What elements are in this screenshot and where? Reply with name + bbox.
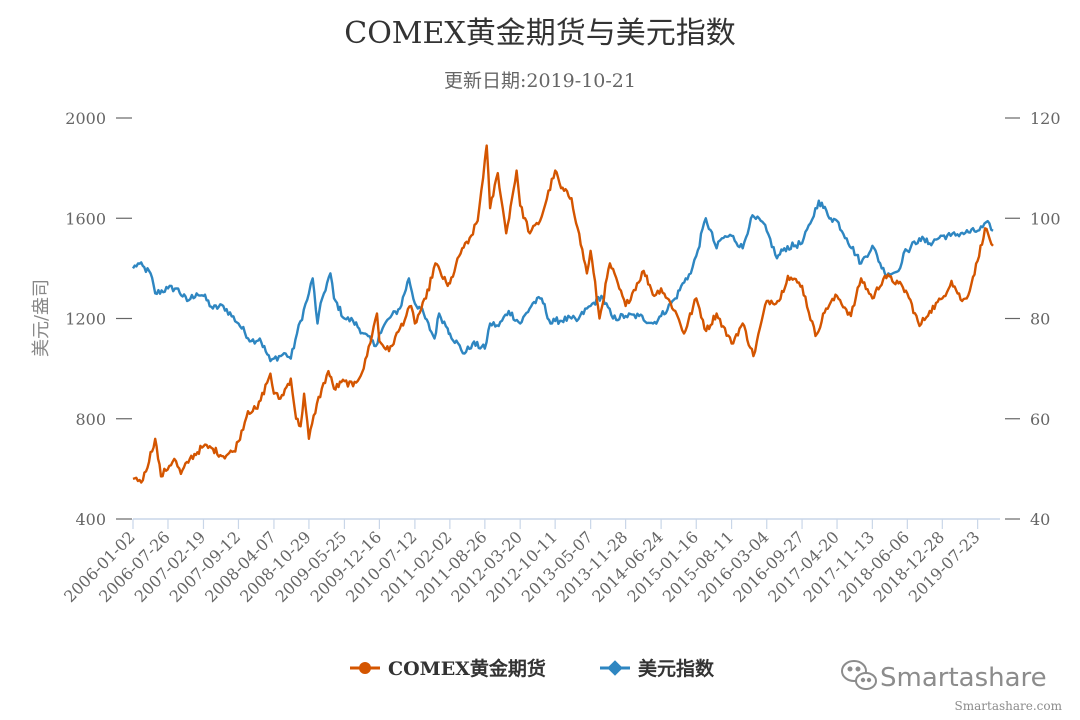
y-left-tick-label: 2000: [65, 109, 106, 128]
wechat-icon: [841, 660, 877, 690]
watermark-brand: Smartashare: [880, 663, 1047, 693]
y-right-tick-label: 80: [1030, 310, 1050, 329]
legend-item-gold[interactable]: COMEX黄金期货: [350, 657, 546, 680]
legend-label-gold: COMEX黄金期货: [388, 657, 546, 680]
legend-swatch-gold-marker: [359, 662, 371, 674]
y-right-tick-label: 100: [1030, 209, 1061, 228]
y-left-tick-label: 1600: [65, 209, 106, 228]
legend: COMEX黄金期货 美元指数: [350, 657, 715, 680]
series-line-usd-index: [131, 199, 994, 363]
series-layer: [131, 144, 994, 484]
legend-swatch-usd-marker: [607, 660, 623, 676]
y-left-tick-label: 400: [75, 510, 106, 529]
x-axis: 2006-01-022006-07-262007-02-192007-09-12…: [60, 518, 1000, 606]
chart-subtitle: 更新日期:2019-10-21: [444, 70, 636, 92]
watermark-url: Smartashare.com: [955, 699, 1063, 713]
legend-label-usd-index: 美元指数: [638, 657, 715, 680]
y-right-tick-label: 60: [1030, 410, 1050, 429]
watermark: Smartashare Smartashare.com: [841, 660, 1063, 713]
y-left-axis-title: 美元/盎司: [31, 279, 52, 357]
legend-item-usd-index[interactable]: 美元指数: [600, 657, 715, 680]
y-left-tick-label: 1200: [65, 310, 106, 329]
chart-title: COMEX黄金期货与美元指数: [344, 16, 736, 51]
y-right-tick-label: 120: [1030, 109, 1061, 128]
y-left-axis: 2000 1600 1200 800 400: [65, 109, 132, 529]
y-left-tick-label: 800: [75, 410, 106, 429]
y-right-axis: 120 100 80 60 40: [1005, 109, 1061, 529]
y-right-tick-label: 40: [1030, 510, 1050, 529]
series-line-gold: [132, 144, 994, 484]
